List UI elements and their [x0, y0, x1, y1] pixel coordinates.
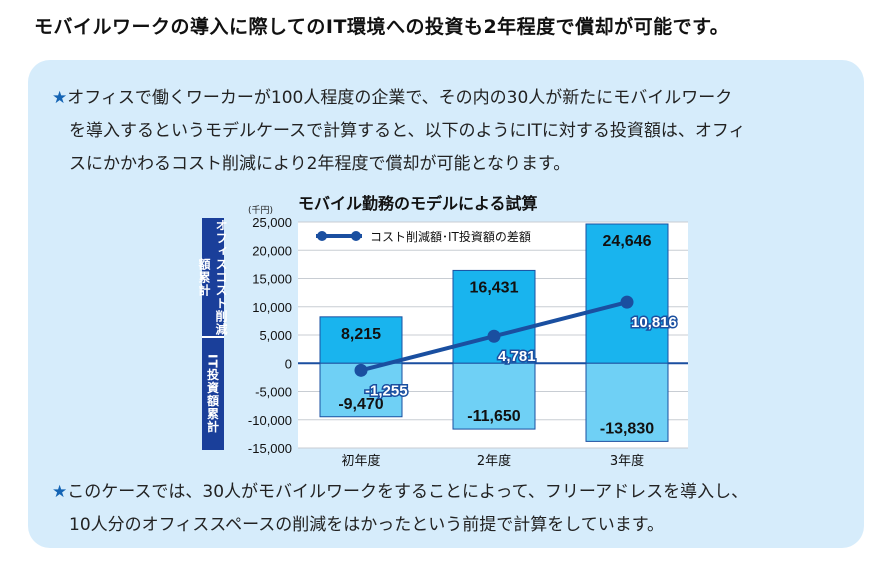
- page-headline: モバイルワークの導入に際してのIT環境への投資も2年程度で償却が可能です。: [34, 16, 730, 38]
- bar-it-investment: [585, 362, 669, 442]
- legend-point: [317, 231, 327, 241]
- line-value-label: 4,781: [498, 348, 536, 365]
- lower-axis-label: IT投資額累計: [202, 338, 224, 450]
- legend-label: コスト削減額･IT投資額の差額: [370, 229, 531, 244]
- y-tick-label: -15,000: [248, 441, 292, 456]
- assumption-line-2: 10人分のオフィススペースの削減をはかったという前提で計算をしています。: [69, 515, 665, 535]
- y-tick-label: -5,000: [255, 385, 292, 400]
- y-tick-label: 0: [285, 356, 292, 371]
- bar-it-investment: [452, 362, 536, 430]
- intro-line-2: を導入するというモデルケースで計算すると、以下のようにITに対する投資額は、オフ…: [69, 121, 746, 141]
- line-value-label: -1,255: [365, 382, 408, 399]
- y-tick-label: 20,000: [252, 243, 292, 258]
- line-point: [487, 329, 501, 343]
- bar-value-label: -9,470: [338, 396, 383, 413]
- y-tick-label: 5,000: [259, 328, 292, 343]
- bar-value-label: 24,646: [603, 233, 652, 250]
- x-tick-label: 3年度: [610, 453, 644, 469]
- intro-line-1: オフィスで働くワーカーが100人程度の企業で、その内の30人が新たにモバイルワー…: [67, 88, 733, 108]
- bar-value-label: -11,650: [467, 408, 520, 425]
- line-point: [620, 295, 634, 309]
- line-point: [354, 363, 368, 377]
- bar-cost-reduction: [585, 223, 669, 364]
- bar-cost-reduction: [452, 269, 536, 364]
- bar-value-label: -13,830: [600, 420, 654, 437]
- assumption-line-1: このケースでは、30人がモバイルワークをすることによって、フリーアドレスを導入し…: [67, 482, 749, 502]
- bar-value-label: 16,431: [470, 279, 519, 296]
- bar-value-label: 8,215: [341, 326, 381, 343]
- assumption-note: ★このケースでは、30人がモバイルワークをすることによって、フリーアドレスを導入…: [52, 476, 748, 542]
- y-tick-label: 10,000: [252, 300, 292, 315]
- x-tick-label: 初年度: [341, 453, 380, 469]
- line-value-label: 10,816: [631, 314, 677, 331]
- y-tick-label: 25,000: [252, 215, 292, 230]
- x-tick-label: 2年度: [477, 453, 511, 469]
- y-tick-label: 15,000: [252, 272, 292, 287]
- bar-cost-reduction: [319, 316, 403, 364]
- chart-unit: (千円): [248, 206, 274, 216]
- intro-note: ★オフィスで働くワーカーが100人程度の企業で、その内の30人が新たにモバイルワ…: [52, 82, 746, 181]
- intro-line-3: スにかかわるコスト削減により2年程度で償却が可能となります。: [69, 154, 571, 174]
- star-icon: ★: [52, 88, 68, 108]
- legend-point: [351, 231, 361, 241]
- chart-title: モバイル勤務のモデルによる試算: [298, 194, 538, 213]
- y-tick-label: -10,000: [248, 413, 292, 428]
- star-icon: ★: [52, 482, 68, 502]
